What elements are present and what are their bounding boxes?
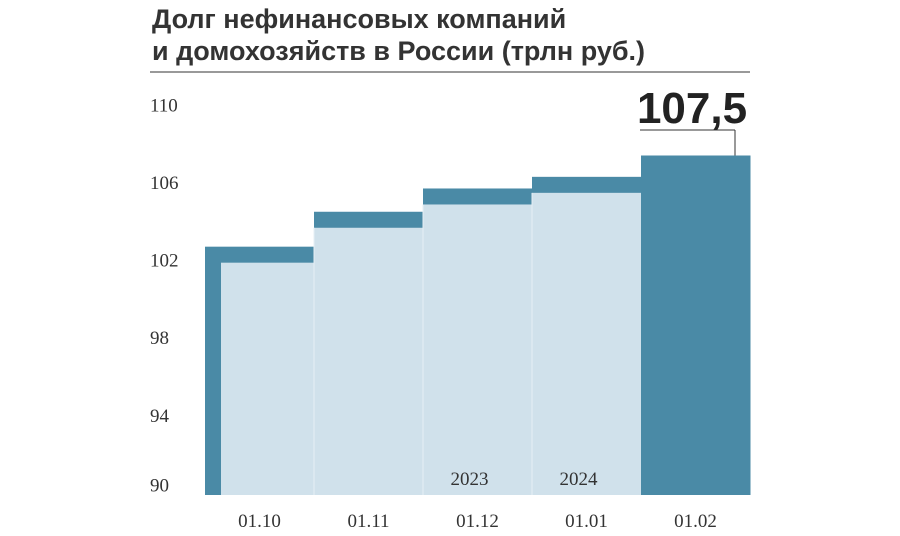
value-label: 107,5 bbox=[637, 84, 747, 133]
x-tick-label: 01.02 bbox=[674, 511, 717, 532]
bar-fill bbox=[314, 227, 423, 495]
y-tick-label: 110 bbox=[150, 95, 178, 116]
x-tick-label: 01.12 bbox=[456, 511, 499, 532]
y-tick-label: 94 bbox=[150, 406, 170, 427]
bar-fill bbox=[221, 262, 314, 495]
y-tick-label: 98 bbox=[150, 328, 169, 349]
y-tick-label: 102 bbox=[150, 251, 179, 272]
bar bbox=[641, 155, 751, 495]
x-tick-label: 01.10 bbox=[238, 511, 281, 532]
year-label: 2023 bbox=[451, 469, 489, 490]
x-tick-label: 01.01 bbox=[565, 511, 608, 532]
y-tick-label: 106 bbox=[150, 173, 179, 194]
chart-title: Долг нефинансовых компаний bbox=[152, 4, 566, 34]
y-tick-label: 90 bbox=[150, 475, 169, 496]
x-tick-label: 01.11 bbox=[347, 511, 389, 532]
bar-fill bbox=[532, 192, 641, 495]
bar-fill bbox=[423, 204, 532, 496]
chart-title: и домохозяйств в России (трлн руб.) bbox=[152, 36, 645, 66]
year-label: 2024 bbox=[560, 469, 599, 490]
